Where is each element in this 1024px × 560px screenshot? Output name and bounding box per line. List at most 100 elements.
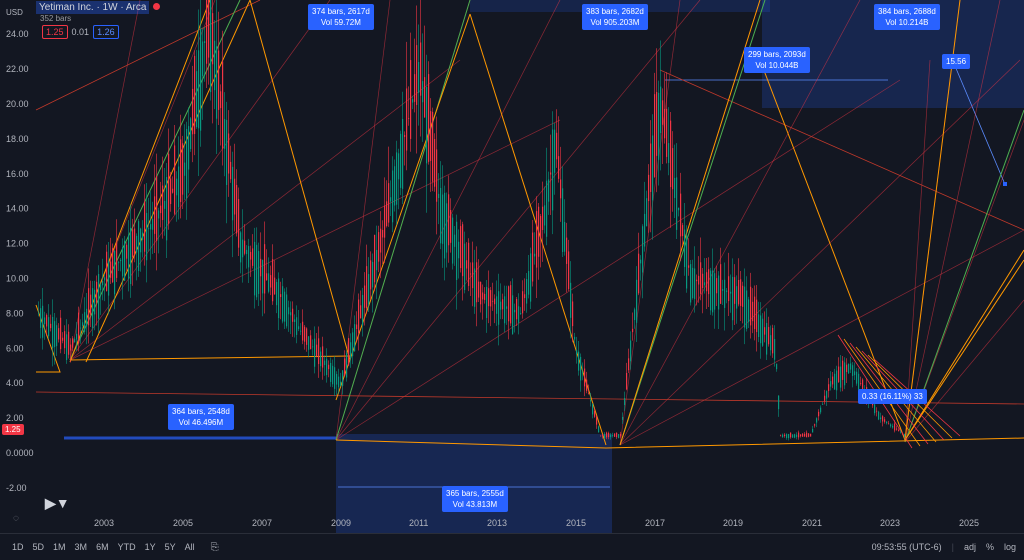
candle-body [126,244,128,259]
symbol-title[interactable]: Yetiman Inc. · 1W · Arca [36,1,150,14]
candle-body [592,403,594,415]
candle-body [710,270,712,311]
candle-body [268,273,270,292]
candle-body [370,260,372,290]
adj-toggle[interactable]: adj [963,542,976,552]
candle-body [560,179,562,199]
candle-body [522,291,524,314]
fan-line [619,229,1024,446]
measure-bars: 383 bars, 2682d [586,7,644,16]
candle-body [410,60,412,139]
candle-body [636,279,638,323]
candle-body [650,143,652,192]
percent-toggle[interactable]: % [985,542,994,552]
timeframe-1d[interactable]: 1D [12,542,24,552]
candle-body [758,314,760,338]
measure-label-2[interactable]: 383 bars, 2682d Vol 905.203M [582,4,648,30]
candle-body [96,281,98,303]
price-chart[interactable]: 24.00 22.00 20.00 18.00 16.00 14.00 12.00 10.00… [0,0,1024,533]
candle-body [82,322,84,326]
candle-body [688,265,690,268]
candle-body [638,253,640,294]
candle-body [590,400,592,402]
candle-body [598,426,600,433]
candle-body [200,28,202,131]
candle-body [234,178,236,215]
candle-body [50,323,52,329]
candle-body [110,261,112,278]
timeframe-3m[interactable]: 3M [74,542,88,552]
timeframe-6m[interactable]: 6M [96,542,109,552]
candle-body [596,416,598,425]
measure-label-6[interactable]: 365 bars, 2555d Vol 43.813M [442,486,508,512]
candle-body [506,306,508,309]
clock-text[interactable]: 09:53:55 (UTC-6) [871,542,942,552]
calendar-range-icon[interactable]: ⎘ [210,541,219,553]
candle-body [504,296,506,324]
timeframe-all[interactable]: All [184,542,195,552]
measure-label-1[interactable]: 374 bars, 2617d Vol 59.72M [308,4,374,30]
candle-body [752,301,754,322]
candle-body [212,13,214,65]
candle-body [614,433,616,437]
candle-body [198,50,200,129]
candle-body [218,50,220,110]
tradingview-logo-icon[interactable]: ▶▼ [45,495,70,511]
candle-body [624,398,626,406]
candle-body [374,234,376,283]
x-axis-tick-label: 2011 [409,518,428,528]
candle-body [610,434,612,438]
candle-body [464,243,466,291]
candle-body [64,331,66,349]
symbol-legend[interactable]: Yetiman Inc. · 1W · Arca [36,1,161,14]
candle-body [330,363,332,382]
timeframe-5d[interactable]: 5D [32,542,45,552]
candle-body [616,432,618,438]
candle-body [618,434,620,438]
candle-body [224,119,226,149]
candle-body [480,281,482,305]
timeframe-ytd[interactable]: YTD [117,542,136,552]
measure-label-4[interactable]: 299 bars, 2093d Vol 10.044B [744,47,810,73]
candle-body [290,312,292,316]
candle-body [544,205,546,226]
candle-body [782,434,784,438]
candle-body [178,166,180,208]
measure-arrow [954,65,1005,183]
candle-body [424,77,426,118]
timeframe-1y[interactable]: 1Y [144,542,156,552]
log-toggle[interactable]: log [1003,542,1016,552]
candle-body [116,243,118,278]
candle-body [350,342,352,359]
candle-body [856,371,858,384]
candle-body [184,162,186,176]
timeframe-1m[interactable]: 1M [53,542,66,552]
candle-body [628,358,630,371]
chart-area[interactable]: 24.00 22.00 20.00 18.00 16.00 14.00 12.00 10.00… [0,0,1024,533]
price-label-1556[interactable]: 15.56 [942,54,971,69]
bid-price[interactable]: 1.25 [42,25,68,39]
candle-body [434,138,436,187]
timeframe-5y[interactable]: 5Y [164,542,176,552]
measure-vol: Vol 59.72M [320,18,361,27]
candle-body [730,291,732,294]
fan-line-green [335,0,471,441]
ask-price[interactable]: 1.26 [93,25,119,39]
x-axis-tick-label: 2013 [487,518,507,528]
measure-bars: 384 bars, 2688d [878,7,936,16]
candle-body [502,299,504,310]
candle-body [244,240,246,254]
settings-gear-icon[interactable]: ◌ [13,513,19,524]
candle-body [40,308,42,328]
fan-line [335,79,901,441]
candle-body [478,281,480,298]
pct-change-label[interactable]: 0.33 (16.11%) 33 [858,389,927,404]
measure-label-3[interactable]: 384 bars, 2688d Vol 10.214B [874,4,940,30]
candle-body [74,338,76,343]
candle-body [838,366,840,383]
candle-body [496,296,498,314]
measure-label-5[interactable]: 364 bars, 2548d Vol 46.496M [168,404,234,430]
candle-body [846,364,848,372]
candle-body [896,428,898,430]
measure-vol: Vol 905.203M [590,18,640,27]
